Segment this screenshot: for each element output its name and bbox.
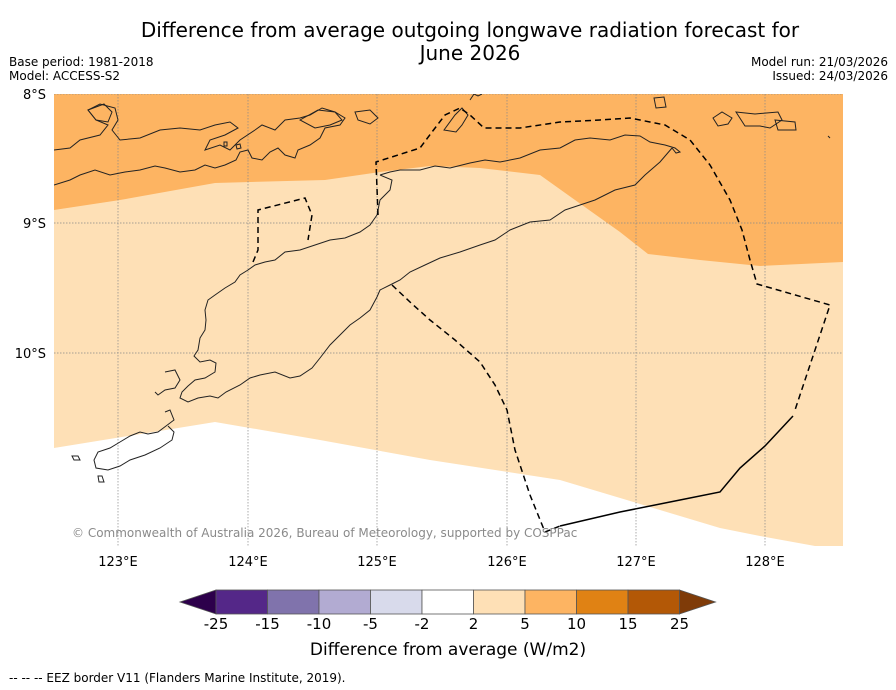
chart-title: Difference from average outgoing longwav… (0, 19, 896, 65)
eez-footnote: -- -- -- EEZ border V11 (Flanders Marine… (9, 671, 346, 685)
title-line-2: June 2026 (419, 41, 521, 65)
colorbar-segment (421, 589, 474, 615)
colorbar-segment (267, 589, 320, 615)
coastline-island-east-2 (712, 111, 733, 127)
coastline-sumba-north (179, 214, 378, 403)
lon-label-128e: 128°E (745, 555, 785, 570)
colorbar-segment (318, 589, 371, 615)
colorbar-tick-label: 15 (618, 615, 638, 633)
coastline-island-b (354, 109, 379, 125)
lat-axis: 8°S 9°S 10°S (15, 88, 46, 362)
colorbar-segment (473, 589, 526, 615)
lon-label-125e: 125°E (357, 555, 397, 570)
colorbar-tick-label: -5 (363, 615, 378, 633)
coastline-timor-north (379, 134, 682, 176)
colorbar-extend-low (178, 589, 217, 615)
lat-label-9s: 9°S (23, 217, 46, 232)
eez-border-south (391, 284, 561, 533)
lat-label-8s: 8°S (23, 88, 46, 103)
colorbar-segment (524, 589, 577, 615)
coastline-islet-3 (469, 94, 483, 101)
colorbar-label: Difference from average (W/m2) (309, 640, 587, 660)
lat-label-10s: 10°S (15, 347, 46, 362)
issued-date: Issued: 24/03/2026 (772, 69, 888, 83)
colorbar-tick-label: 5 (520, 615, 530, 633)
colorbar-segment (576, 589, 629, 615)
coastline-island-east-4 (774, 119, 797, 131)
coastline-islet-6 (827, 135, 831, 139)
eez-border-solid (559, 415, 794, 527)
colorbar-segment (215, 589, 268, 615)
coastline-rote (93, 409, 175, 471)
coastline-timor-south (376, 147, 673, 298)
lon-label-123e: 123°E (98, 555, 138, 570)
title-line-1: Difference from average outgoing longwav… (140, 18, 800, 42)
coastlines (54, 94, 831, 483)
eez-borders (252, 107, 831, 533)
lon-label-126e: 126°E (487, 555, 527, 570)
colorbar (178, 589, 717, 615)
colorbar-tick-label: -15 (255, 615, 280, 633)
meta-right: Model run: 21/03/2026 Issued: 24/03/2026 (751, 55, 888, 83)
eez-borders-solid (559, 415, 794, 527)
eez-border-oecusse (252, 197, 313, 263)
meta-left: Base period: 1981-2018 Model: ACCESS-S2 (9, 55, 154, 83)
lon-axis: 123°E 124°E 125°E 126°E 127°E 128°E (98, 555, 785, 570)
colorbar-tick-label: -10 (306, 615, 332, 633)
model-name: Model: ACCESS-S2 (9, 69, 121, 83)
coastline-islet-2 (235, 143, 242, 150)
map-plot-area (54, 94, 843, 546)
colorbar-tick-label: 10 (566, 615, 587, 633)
copyright-credit: © Commonwealth of Australia 2026, Bureau… (72, 526, 578, 540)
lon-label-124e: 124°E (228, 555, 268, 570)
colorbar-tick-label: 2 (468, 615, 479, 633)
coastline-south-islands (154, 369, 181, 396)
coastline-islet-1 (223, 141, 228, 147)
model-run: Model run: 21/03/2026 (750, 55, 888, 69)
base-period: Base period: 1981-2018 (9, 55, 154, 69)
coastline-islet-4 (71, 455, 81, 461)
lon-label-127e: 127°E (616, 555, 656, 570)
colorbar-segment (370, 589, 423, 615)
eez-border-timor (375, 107, 831, 411)
coastline-wetar (443, 107, 469, 133)
colorbar-tick-label: -25 (203, 615, 229, 633)
colorbar-segment (627, 589, 680, 615)
coastline-island-a (298, 109, 343, 129)
colorbar-tick-label: -2 (414, 615, 430, 633)
coastline-island-east-1 (653, 96, 667, 109)
colorbar-tick-label: 25 (669, 615, 690, 633)
colorbar-extend-high (679, 589, 717, 615)
coastline-islet-5 (97, 475, 105, 483)
coastline-island-west (87, 103, 113, 123)
coastline-timor-west (376, 174, 393, 216)
